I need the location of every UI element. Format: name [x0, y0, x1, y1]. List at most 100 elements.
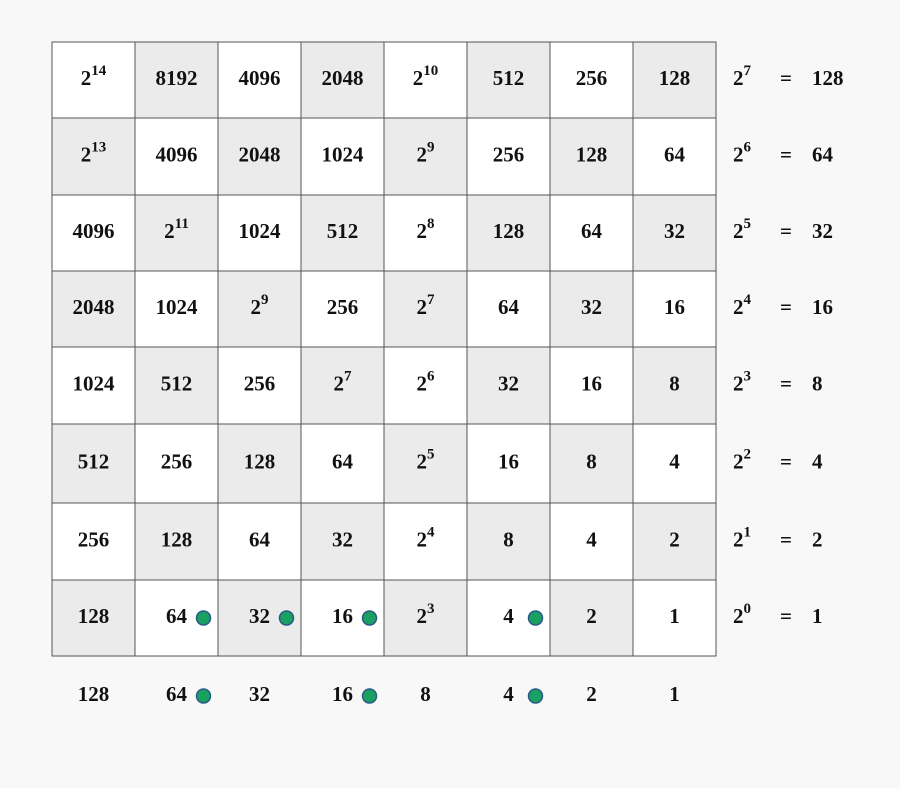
cell-value: 64 — [664, 142, 686, 166]
grid-cell — [134, 41, 219, 119]
cell-value: 32 — [249, 604, 270, 628]
grid-cell — [549, 194, 634, 272]
cell-value: 64 — [498, 295, 520, 319]
cell-value: 64 — [249, 527, 271, 551]
power-value: 1 — [812, 604, 823, 628]
cell-value: 4 — [669, 449, 680, 473]
equals-sign: = — [780, 219, 792, 243]
power-label: 26 — [733, 140, 752, 166]
grid-cell — [217, 502, 302, 581]
marker-dot — [361, 610, 378, 626]
power-exponent: 1 — [744, 525, 752, 541]
power-label: 22 — [733, 447, 751, 473]
power-exponent: 9 — [261, 292, 269, 308]
cell-value: 64 — [332, 449, 354, 473]
grid-cell — [383, 346, 468, 425]
grid-cell — [383, 194, 468, 272]
cell-value: 1 — [669, 604, 680, 628]
power-exponent: 4 — [744, 292, 752, 308]
grid-cell — [134, 194, 219, 272]
power-base: 2 — [81, 66, 92, 90]
grid-cell — [134, 579, 219, 657]
cell-value: 16 — [498, 449, 519, 473]
power-label: 23 — [417, 601, 435, 627]
power-value: 8 — [812, 371, 823, 395]
power-base: 2 — [164, 219, 175, 243]
bottom-value: 128 — [78, 682, 110, 706]
marker-dot — [195, 610, 212, 626]
grid-cell — [632, 270, 717, 348]
equals-sign: = — [780, 449, 792, 473]
grid-cell — [549, 579, 634, 657]
power-base: 2 — [733, 371, 744, 395]
cell-value: 128 — [576, 142, 608, 166]
grid-cell — [549, 346, 634, 425]
power-base: 2 — [417, 219, 428, 243]
grid-cell — [549, 117, 634, 196]
power-exponent: 0 — [744, 601, 752, 617]
power-value: 4 — [812, 449, 823, 473]
grid-cell — [383, 117, 468, 196]
cell-value: 256 — [161, 449, 193, 473]
power-value: 128 — [812, 66, 844, 90]
marker-dot — [361, 688, 378, 704]
grid-cell — [383, 502, 468, 581]
power-base: 2 — [417, 527, 428, 551]
power-label: 27 — [733, 63, 752, 89]
power-exponent: 6 — [427, 369, 435, 385]
cell-value: 512 — [161, 371, 193, 395]
power-label: 29 — [251, 292, 269, 318]
power-label: 28 — [417, 216, 435, 242]
cell-value: 2 — [669, 527, 680, 551]
cell-value: 4 — [586, 527, 597, 551]
power-exponent: 9 — [427, 140, 435, 156]
cell-value: 4096 — [73, 219, 115, 243]
power-base: 2 — [733, 295, 744, 319]
power-base: 2 — [413, 66, 424, 90]
cell-value: 4096 — [239, 66, 281, 90]
marker-dot — [195, 688, 212, 704]
power-base: 2 — [733, 66, 744, 90]
bottom-value: 4 — [503, 682, 514, 706]
grid-cell — [383, 423, 468, 504]
power-base: 2 — [733, 449, 744, 473]
cell-value: 4 — [503, 604, 514, 628]
cell-value: 1024 — [156, 295, 199, 319]
grid-cell — [632, 41, 717, 119]
power-exponent: 11 — [175, 216, 189, 232]
grid-cell — [466, 423, 551, 504]
cell-value: 8192 — [156, 66, 198, 90]
grid-cell — [383, 41, 468, 119]
power-label: 21 — [733, 525, 751, 551]
grid-cell — [51, 270, 136, 348]
power-label: 27 — [417, 292, 436, 318]
grid-cell — [466, 41, 551, 119]
cell-value: 16 — [581, 371, 602, 395]
power-base: 2 — [733, 142, 744, 166]
grid-cell — [300, 41, 385, 119]
power-base: 2 — [733, 604, 744, 628]
cell-value: 128 — [659, 66, 691, 90]
grid-cell — [51, 194, 136, 272]
grid-cell — [466, 117, 551, 196]
bottom-value: 64 — [166, 682, 188, 706]
power-base: 2 — [334, 371, 345, 395]
power-exponent: 3 — [427, 601, 435, 617]
cell-value: 128 — [244, 449, 276, 473]
power-exponent: 5 — [744, 216, 752, 232]
cell-value: 64 — [166, 604, 188, 628]
cell-value: 512 — [493, 66, 525, 90]
power-label: 213 — [81, 140, 107, 166]
power-value: 16 — [812, 295, 833, 319]
power-exponent: 4 — [427, 525, 435, 541]
equals-sign: = — [780, 295, 792, 319]
bottom-value: 1 — [669, 682, 680, 706]
power-value: 32 — [812, 219, 833, 243]
power-exponent: 10 — [423, 63, 438, 79]
cell-value: 1024 — [73, 371, 116, 395]
grid-cell — [51, 117, 136, 196]
grid-cell — [632, 194, 717, 272]
power-label: 25 — [417, 447, 435, 473]
power-label: 20 — [733, 601, 751, 627]
